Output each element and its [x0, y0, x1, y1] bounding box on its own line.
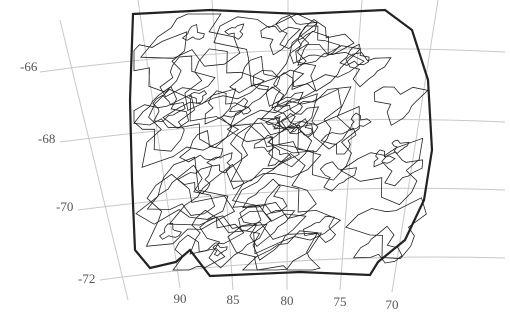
- contour-line: [178, 166, 212, 193]
- contour-line: [163, 89, 236, 148]
- lat-label: -66: [20, 59, 38, 74]
- lat-label: -72: [78, 271, 95, 286]
- contour-line: [346, 198, 426, 259]
- contour-line: [304, 216, 336, 242]
- lon-label: 85: [227, 292, 240, 307]
- contour-line: [231, 126, 300, 182]
- contour-line: [292, 31, 364, 89]
- contours: [130, 10, 432, 276]
- contour-map: -66 -68 -70 -72 90 85 80 75 70: [0, 0, 510, 323]
- contour-line: [225, 24, 244, 39]
- parallel: [78, 188, 505, 210]
- contour-line: [254, 185, 341, 254]
- contour-line: [134, 32, 187, 92]
- lon-label: 90: [174, 291, 187, 306]
- contour-line: [239, 211, 306, 260]
- contour-line: [136, 157, 228, 224]
- lat-label: -68: [38, 131, 55, 146]
- parallel: [100, 257, 505, 280]
- meridian: [212, 0, 233, 290]
- lon-label: 70: [386, 297, 399, 312]
- contour-line: [190, 91, 207, 104]
- contour-line: [213, 245, 227, 256]
- meridian: [340, 0, 362, 290]
- lon-label: 80: [281, 293, 294, 308]
- lon-label: 75: [334, 294, 347, 309]
- lat-label: -70: [56, 199, 73, 214]
- contour-line: [185, 49, 264, 111]
- contour-line: [392, 140, 409, 153]
- contour-line: [341, 138, 423, 204]
